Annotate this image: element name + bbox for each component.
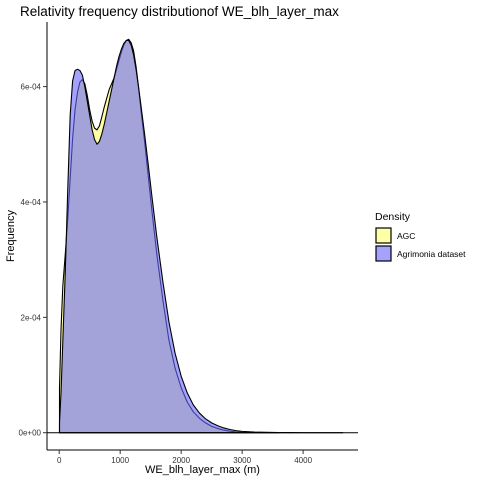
x-tick-label: 0 xyxy=(57,456,62,465)
plot-panel: 0 1000 2000 3000 4000 0e+00 2e-04 4e-04 6e-04 xyxy=(19,22,358,465)
y-tick-label: 0e+00 xyxy=(19,429,42,438)
x-axis-title: WE_blh_layer_max (m) xyxy=(145,464,260,476)
x-tick-label: 1000 xyxy=(111,456,129,465)
legend-swatch-agrimonia-dataset xyxy=(375,245,392,262)
legend-title: Density xyxy=(375,211,411,223)
chart-title: Relativity frequency distributionof WE_b… xyxy=(20,4,339,19)
y-tick-label: 6e-04 xyxy=(21,83,42,92)
legend-swatch-agc xyxy=(375,227,392,244)
x-tick-label: 2000 xyxy=(172,456,190,465)
y-axis-title: Frequency xyxy=(5,210,17,262)
x-tick-label: 3000 xyxy=(233,456,251,465)
y-tick-label: 4e-04 xyxy=(21,198,42,207)
x-tick-label: 4000 xyxy=(294,456,312,465)
legend-label: AGC xyxy=(397,231,415,241)
x-axis-ticks: 0 1000 2000 3000 4000 xyxy=(57,450,313,465)
density-series-layer xyxy=(58,38,344,434)
density-area-agrimonia-dataset xyxy=(58,39,344,434)
legend-items: AGC Agrimonia dataset xyxy=(375,227,466,262)
y-tick-label: 2e-04 xyxy=(21,313,42,322)
legend-label: Agrimonia dataset xyxy=(397,249,466,259)
legend: Density AGC Agrimonia dataset xyxy=(375,211,466,262)
y-axis-ticks: 0e+00 2e-04 4e-04 6e-04 xyxy=(19,83,47,438)
